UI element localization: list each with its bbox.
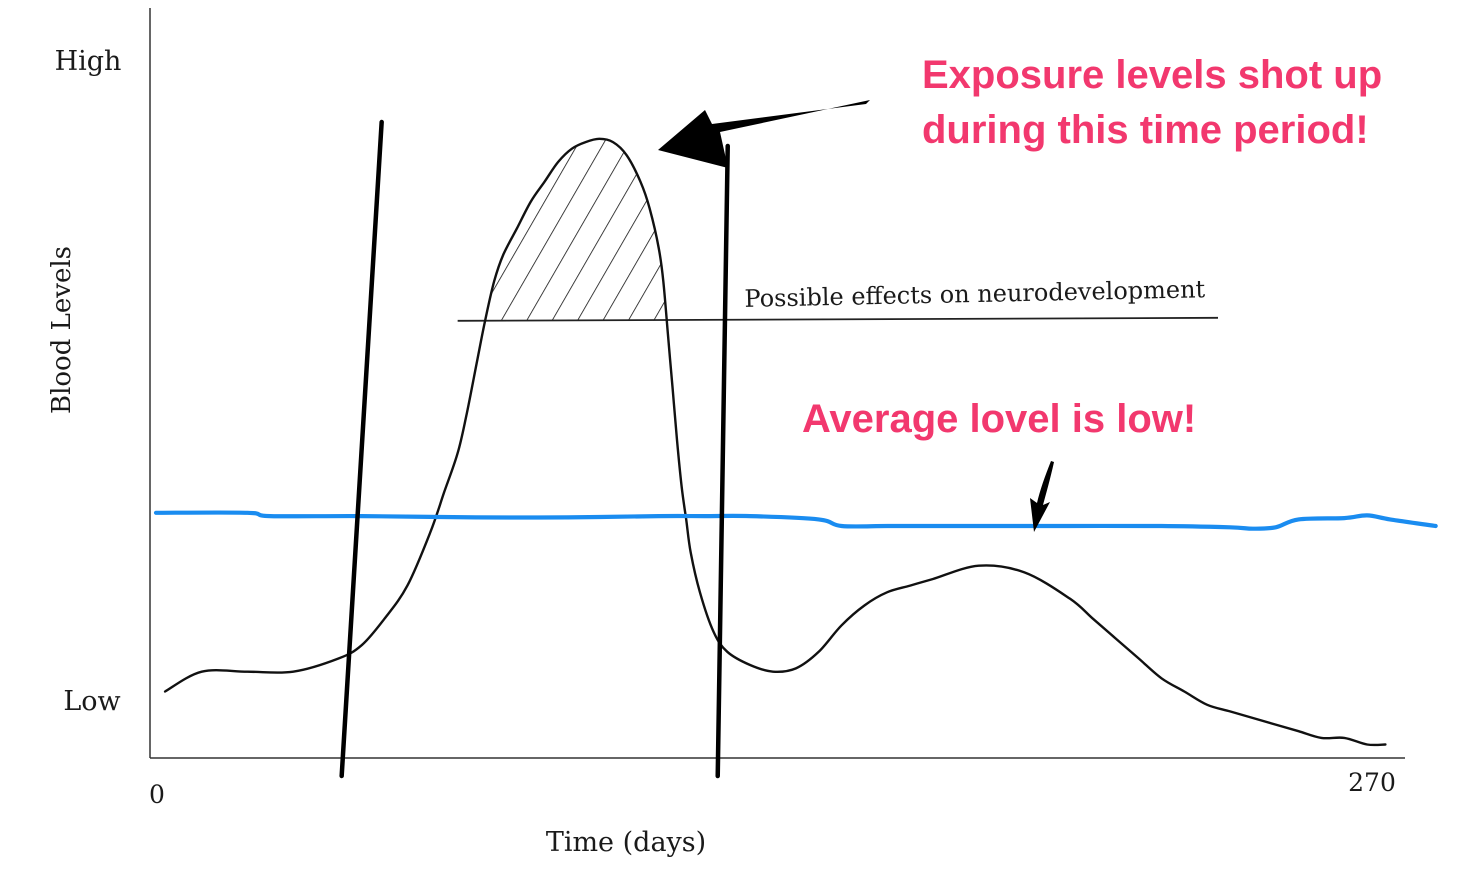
average-arrow-icon bbox=[1030, 461, 1054, 532]
x-tick-270: 270 bbox=[1348, 768, 1396, 797]
exposure-callout-line1: Exposure levels shot up bbox=[922, 53, 1382, 97]
exposure-arrow-icon bbox=[658, 100, 870, 168]
text-layer: High Low 0 270 Time (days) Blood Levels … bbox=[47, 46, 1396, 858]
threshold-line bbox=[457, 316, 1219, 322]
average-callout: Average lovel is low! bbox=[802, 397, 1196, 441]
y-axis-label: Blood Levels bbox=[47, 246, 77, 414]
x-tick-0: 0 bbox=[149, 780, 165, 809]
threshold bbox=[457, 316, 1219, 322]
marker-line-end bbox=[715, 143, 730, 779]
y-tick-low: Low bbox=[63, 686, 120, 717]
arrows bbox=[658, 100, 1054, 532]
x-axis-label: Time (days) bbox=[546, 827, 706, 858]
exposure-callout-line2: during this time period! bbox=[922, 108, 1369, 152]
time-window-markers bbox=[339, 119, 730, 779]
axes bbox=[149, 8, 1405, 759]
y-tick-high: High bbox=[55, 46, 122, 77]
threshold-label: Possible effects on neurodevelopment bbox=[744, 275, 1206, 313]
average-level-line bbox=[153, 510, 1438, 531]
marker-line-start bbox=[339, 119, 384, 779]
series-layer bbox=[153, 137, 1438, 747]
hatched-exposure-area bbox=[485, 138, 668, 321]
blood-level-curve bbox=[163, 137, 1387, 747]
hatch-fill bbox=[485, 138, 668, 321]
